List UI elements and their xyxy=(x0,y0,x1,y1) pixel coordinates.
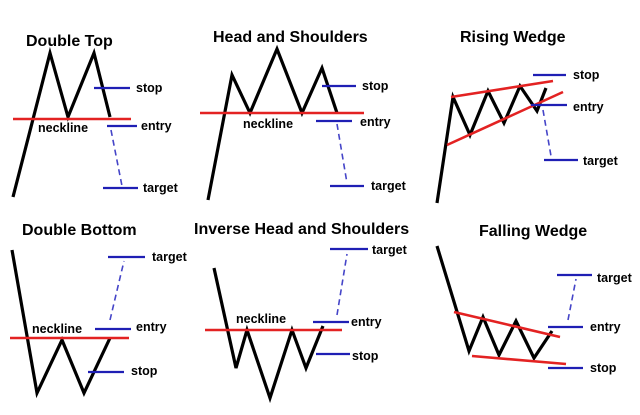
title-rising-wedge: Rising Wedge xyxy=(460,29,566,46)
entry-label-double-bottom: entry xyxy=(136,320,167,334)
stop-label-double-bottom: stop xyxy=(131,364,158,378)
target-label-falling-wedge: target xyxy=(597,271,633,285)
entry-label-head-and-shoulders: entry xyxy=(360,115,391,129)
neckline-label-double-top: neckline xyxy=(38,121,88,135)
price-line-head-and-shoulders xyxy=(206,44,339,201)
projection-falling-wedge xyxy=(567,278,577,321)
stop-label-rising-wedge: stop xyxy=(573,68,600,82)
target-label-double-top: target xyxy=(143,181,179,195)
title-head-and-shoulders: Head and Shoulders xyxy=(213,29,368,46)
price-line-falling-wedge xyxy=(435,245,554,362)
panel-inverse-head-and-shoulders: Inverse Head and Shoulders neckline targ… xyxy=(194,221,409,404)
target-label-rising-wedge: target xyxy=(583,154,619,168)
price-line-double-top xyxy=(11,46,112,198)
upper-trendline-rising-wedge xyxy=(450,79,554,99)
entry-label-rising-wedge: entry xyxy=(573,100,604,114)
projection-double-top xyxy=(110,129,123,187)
price-line-inverse-head-and-shoulders xyxy=(212,267,325,404)
upper-trendline-falling-wedge xyxy=(453,310,561,339)
projection-rising-wedge xyxy=(542,109,552,157)
entry-label-inverse-head-and-shoulders: entry xyxy=(351,315,382,329)
neckline-label-inverse-head-and-shoulders: neckline xyxy=(236,312,286,326)
stop-label-falling-wedge: stop xyxy=(590,361,617,375)
target-label-double-bottom: target xyxy=(152,250,188,264)
stop-label-head-and-shoulders: stop xyxy=(362,79,389,93)
panel-rising-wedge: Rising Wedge stop entry target xyxy=(435,29,619,204)
title-falling-wedge: Falling Wedge xyxy=(479,223,587,240)
projection-head-and-shoulders xyxy=(336,123,348,184)
title-double-bottom: Double Bottom xyxy=(22,222,137,239)
panel-falling-wedge: Falling Wedge target entry stop xyxy=(435,223,633,375)
panel-double-top: Double Top neckline stop entry target xyxy=(11,33,179,198)
price-line-rising-wedge xyxy=(435,82,548,204)
title-double-top: Double Top xyxy=(26,33,113,50)
neckline-label-head-and-shoulders: neckline xyxy=(243,117,293,131)
entry-label-double-top: entry xyxy=(141,119,172,133)
price-line-double-bottom xyxy=(10,249,112,399)
projection-double-bottom xyxy=(109,260,125,321)
target-label-inverse-head-and-shoulders: target xyxy=(372,243,408,257)
lower-trendline-rising-wedge xyxy=(446,90,564,147)
lower-trendline-falling-wedge xyxy=(471,354,567,366)
entry-label-falling-wedge: entry xyxy=(590,320,621,334)
target-label-head-and-shoulders: target xyxy=(371,179,407,193)
stop-label-inverse-head-and-shoulders: stop xyxy=(352,349,379,363)
title-inverse-head-and-shoulders: Inverse Head and Shoulders xyxy=(194,221,409,238)
projection-inverse-head-and-shoulders xyxy=(336,253,348,316)
neckline-label-double-bottom: neckline xyxy=(32,322,82,336)
panel-head-and-shoulders: Head and Shoulders neckline stop entry t… xyxy=(200,29,407,201)
panel-double-bottom: Double Bottom neckline target entry stop xyxy=(10,222,188,399)
stop-label-double-top: stop xyxy=(136,81,163,95)
